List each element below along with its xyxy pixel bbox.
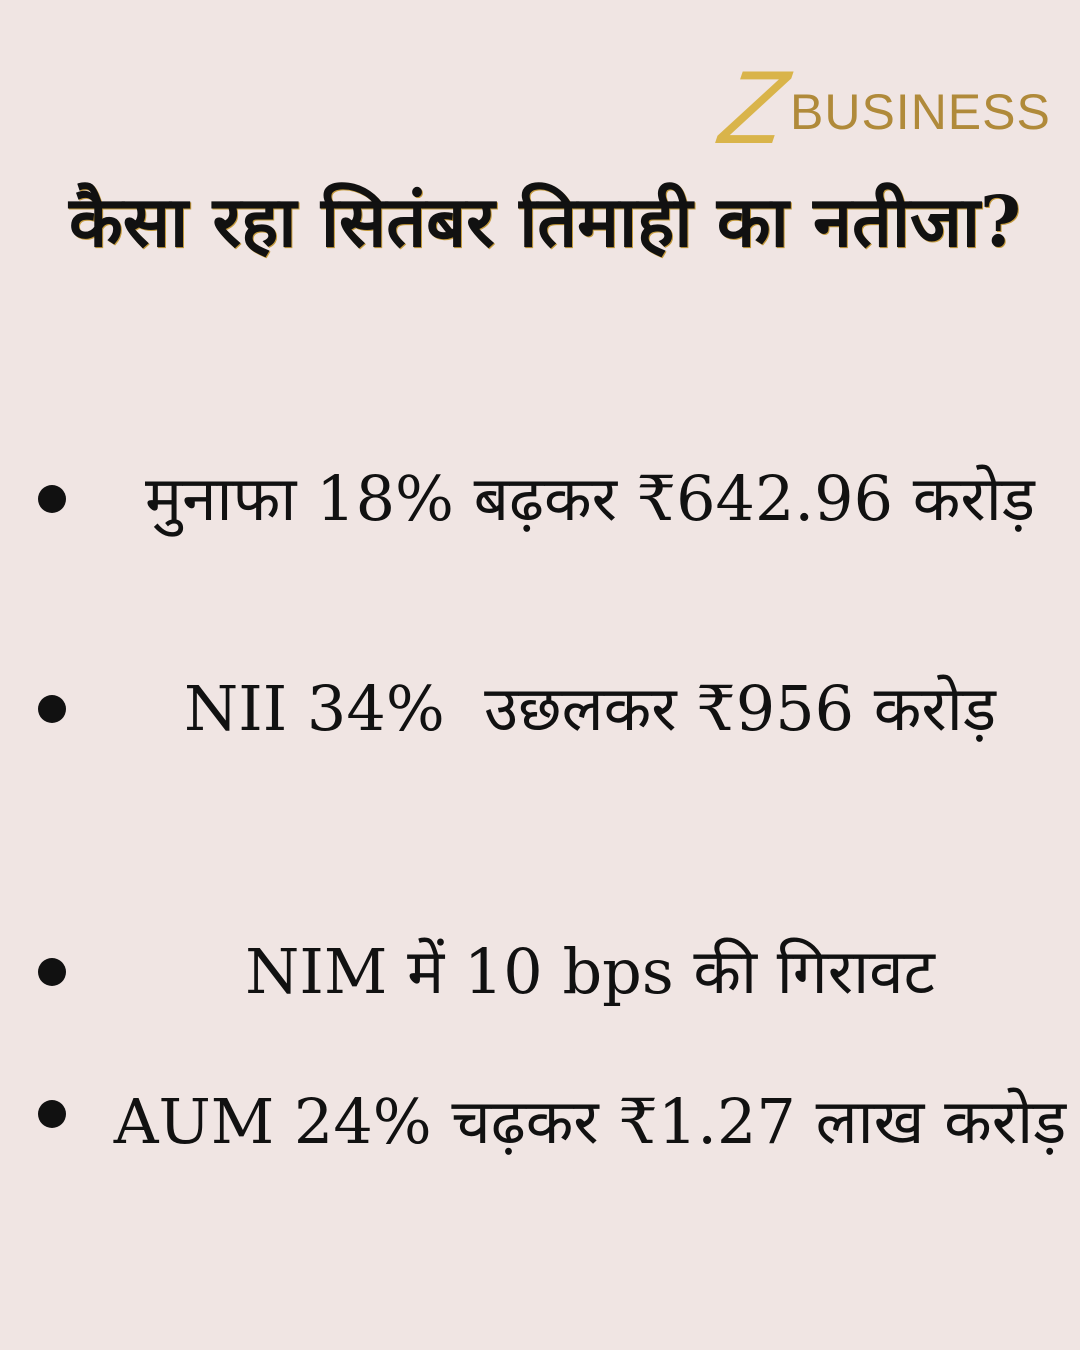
- bullet-text: AUM 24% चढ़कर ₹1.27 लाख करोड़: [113, 1085, 1067, 1158]
- bullet-dot: [38, 1100, 66, 1128]
- bullet-text: मुनाफा 18% बढ़कर ₹642.96 करोड़: [145, 462, 1035, 535]
- bullet-dot: [38, 958, 66, 986]
- title: कैसा रहा सितंबर तिमाही का नतीजा?: [68, 180, 1022, 263]
- logo-mark: Z: [713, 50, 794, 166]
- logo-text: BUSINESS: [790, 84, 1051, 140]
- bullet-dot: [38, 695, 66, 723]
- bullet-dot: [38, 485, 66, 513]
- bullet-text: NII 34% उछलकर ₹956 करोड़: [183, 672, 996, 745]
- bullet-text: NIM में 10 bps की गिरावट: [245, 935, 935, 1008]
